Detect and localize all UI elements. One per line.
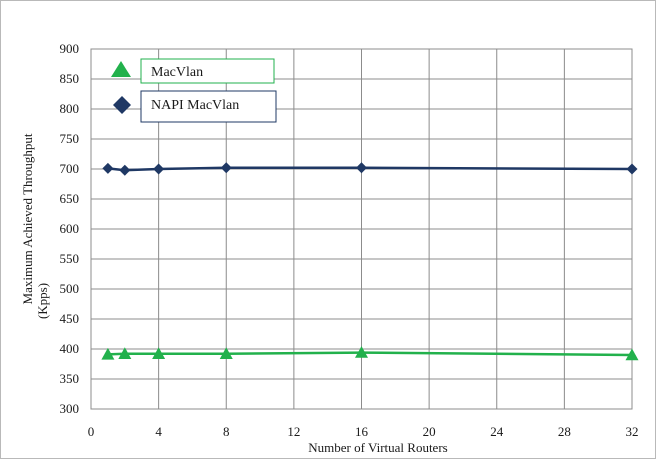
- data-point: [355, 346, 368, 358]
- x-tick-label: 24: [490, 424, 504, 439]
- data-point: [102, 162, 114, 174]
- x-tick-label: 20: [423, 424, 436, 439]
- y-tick-label: 350: [60, 371, 80, 386]
- legend-box: [140, 58, 275, 84]
- y-axis-label: Maximum Achieved Throughput: [20, 133, 35, 304]
- x-tick-label: 32: [626, 424, 639, 439]
- series-1: [101, 346, 639, 361]
- data-point: [220, 162, 232, 174]
- y-tick-label: 650: [60, 191, 80, 206]
- y-tick-label: 850: [60, 71, 80, 86]
- y-tick-label: 900: [60, 41, 80, 56]
- series-layer: [101, 162, 639, 361]
- y-tick-label: 800: [60, 101, 80, 116]
- legend-diamond-marker: [113, 96, 131, 114]
- data-point: [625, 348, 639, 361]
- y-axis-label-unit: (Kpps): [35, 283, 50, 319]
- data-point: [219, 347, 233, 359]
- legend-label: NAPI MacVlan: [151, 98, 239, 113]
- y-tick-label: 400: [60, 341, 80, 356]
- series-line: [107, 166, 633, 172]
- legend-label: MacVlan: [151, 65, 203, 80]
- series-2: [102, 162, 638, 176]
- data-point: [119, 164, 131, 176]
- x-tick-label: 28: [558, 424, 571, 439]
- y-tick-label: 300: [60, 401, 80, 416]
- x-axis-ticks: 0 4 8 12 16 20 24 28 32: [88, 424, 639, 439]
- y-axis-ticks: 300 350 400 450 500 550 600 650 700 750 800 850 900: [60, 41, 80, 416]
- legend-box: [140, 90, 277, 123]
- series-line: [107, 351, 633, 357]
- x-tick-label: 16: [355, 424, 369, 439]
- plot-area: [90, 48, 633, 410]
- y-tick-label: 700: [60, 161, 80, 176]
- x-tick-label: 4: [155, 424, 162, 439]
- legend-item: MacVlan: [111, 58, 275, 84]
- x-tick-label: 12: [287, 424, 300, 439]
- data-point: [101, 347, 115, 360]
- data-point: [118, 347, 132, 359]
- plot-border: [90, 48, 633, 410]
- data-point: [626, 163, 638, 175]
- y-tick-label: 750: [60, 131, 80, 146]
- x-tick-label: 0: [88, 424, 95, 439]
- y-tick-label: 500: [60, 281, 80, 296]
- legend-triangle-marker: [111, 61, 131, 77]
- data-point: [152, 347, 166, 359]
- legend: MacVlan NAPI MacVlan: [111, 58, 277, 123]
- legend-item: NAPI MacVlan: [113, 90, 277, 123]
- data-point: [153, 163, 165, 175]
- x-axis-label: Number of Virtual Routers: [308, 440, 447, 455]
- y-tick-label: 550: [60, 251, 80, 266]
- y-tick-label: 450: [60, 311, 80, 326]
- data-point: [356, 162, 367, 174]
- y-tick-label: 600: [60, 221, 80, 236]
- x-tick-label: 8: [223, 424, 230, 439]
